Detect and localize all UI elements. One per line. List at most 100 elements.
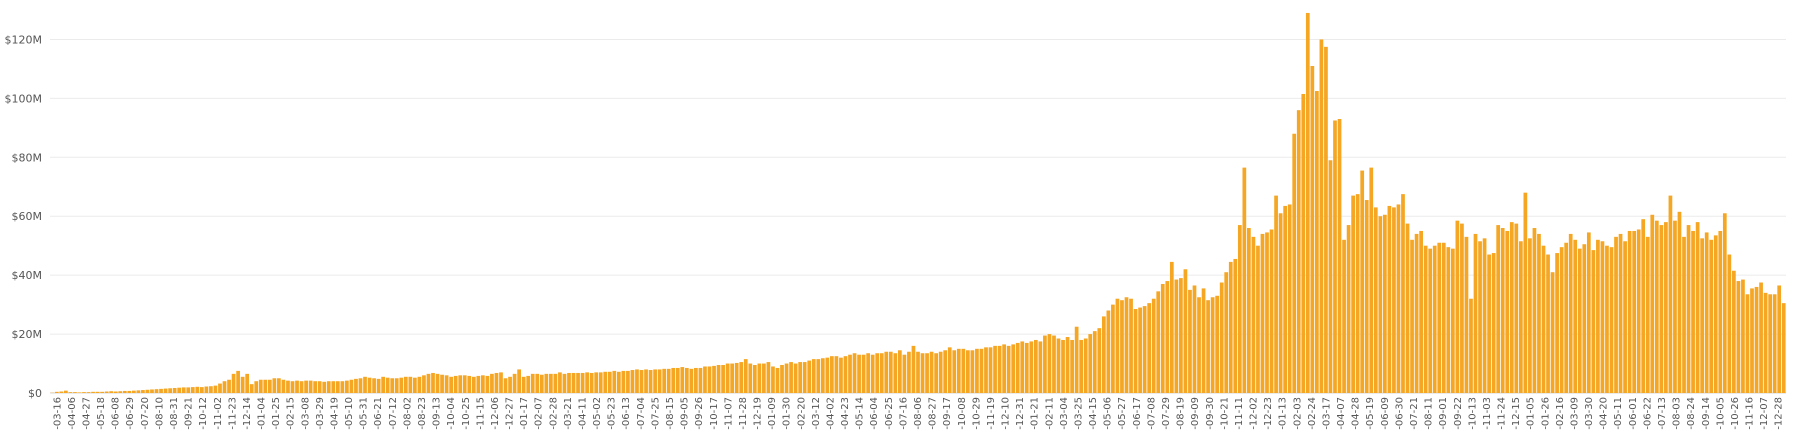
bar[interactable] (1555, 253, 1559, 393)
bar[interactable] (1143, 306, 1147, 393)
bar[interactable] (268, 380, 272, 393)
bar[interactable] (386, 378, 390, 393)
bar[interactable] (1388, 206, 1392, 393)
bar[interactable] (263, 380, 267, 393)
bar[interactable] (825, 358, 829, 393)
bar[interactable] (109, 391, 113, 393)
bar[interactable] (1084, 339, 1088, 394)
bar[interactable] (1519, 241, 1523, 393)
bar[interactable] (1360, 171, 1364, 393)
bar[interactable] (1206, 300, 1210, 393)
bar[interactable] (776, 368, 780, 393)
bar[interactable] (200, 387, 204, 393)
bar[interactable] (835, 356, 839, 393)
bar[interactable] (359, 378, 363, 393)
bar[interactable] (173, 388, 177, 393)
bar[interactable] (830, 356, 834, 393)
bar[interactable] (907, 352, 911, 393)
bar[interactable] (916, 352, 920, 393)
bar[interactable] (839, 358, 843, 393)
bar[interactable] (1528, 238, 1532, 393)
bar[interactable] (186, 387, 190, 393)
bar[interactable] (744, 359, 748, 393)
bar[interactable] (526, 376, 530, 393)
bar[interactable] (331, 381, 335, 393)
bar[interactable] (1107, 311, 1111, 393)
bar[interactable] (1057, 339, 1061, 394)
bar[interactable] (490, 374, 494, 393)
bar[interactable] (608, 372, 612, 393)
bar[interactable] (1138, 308, 1142, 393)
bar[interactable] (1301, 94, 1305, 393)
bar[interactable] (1474, 234, 1478, 393)
bar[interactable] (195, 387, 199, 393)
bar[interactable] (1306, 13, 1310, 393)
bar[interactable] (1093, 331, 1097, 393)
bar[interactable] (1533, 228, 1537, 393)
bar[interactable] (1125, 297, 1129, 393)
bar[interactable] (236, 371, 240, 393)
bar[interactable] (232, 374, 236, 393)
bar[interactable] (64, 391, 68, 393)
bar[interactable] (508, 377, 512, 393)
bar[interactable] (717, 365, 721, 393)
bar[interactable] (1220, 283, 1224, 393)
bar[interactable] (767, 362, 771, 393)
bar[interactable] (1678, 212, 1682, 393)
bar[interactable] (1437, 243, 1441, 393)
bar[interactable] (1451, 249, 1455, 393)
bar[interactable] (1714, 235, 1718, 393)
bar[interactable] (1048, 334, 1052, 393)
bar[interactable] (313, 381, 317, 393)
bar[interactable] (1401, 194, 1405, 393)
bar[interactable] (159, 389, 163, 393)
bar[interactable] (563, 374, 567, 393)
bar[interactable] (690, 369, 694, 393)
bar[interactable] (685, 368, 689, 393)
bar[interactable] (1175, 280, 1179, 393)
bar[interactable] (390, 378, 394, 393)
bar[interactable] (535, 374, 539, 393)
bar[interactable] (1628, 231, 1632, 393)
bar[interactable] (1759, 283, 1763, 393)
bar[interactable] (59, 392, 63, 393)
bar[interactable] (1610, 247, 1614, 393)
bar[interactable] (943, 350, 947, 393)
bar[interactable] (762, 364, 766, 393)
bar[interactable] (100, 392, 104, 393)
bar[interactable] (1147, 303, 1151, 393)
bar[interactable] (653, 369, 657, 393)
bar[interactable] (1252, 237, 1256, 393)
bar[interactable] (1746, 294, 1750, 393)
bar[interactable] (1129, 299, 1133, 393)
bar[interactable] (939, 352, 943, 393)
bar[interactable] (934, 353, 938, 393)
bar[interactable] (1469, 299, 1473, 393)
bar[interactable] (463, 375, 467, 393)
bar[interactable] (640, 370, 644, 393)
bar[interactable] (413, 378, 417, 393)
bar[interactable] (862, 355, 866, 393)
bar[interactable] (671, 368, 675, 393)
bar[interactable] (1727, 255, 1731, 393)
bar[interactable] (1573, 240, 1577, 393)
bar[interactable] (1116, 299, 1120, 393)
bar[interactable] (1673, 221, 1677, 393)
bar[interactable] (408, 377, 412, 393)
bar[interactable] (1456, 221, 1460, 393)
bar[interactable] (1424, 246, 1428, 393)
bar[interactable] (341, 381, 345, 393)
bar[interactable] (1442, 243, 1446, 393)
bar[interactable] (803, 362, 807, 393)
bar[interactable] (164, 389, 168, 393)
bar[interactable] (1623, 241, 1627, 393)
bar[interactable] (1428, 249, 1432, 393)
bar[interactable] (549, 374, 553, 393)
bar[interactable] (531, 374, 535, 393)
bar[interactable] (300, 381, 304, 393)
bar[interactable] (1501, 228, 1505, 393)
bar[interactable] (898, 350, 902, 393)
bar[interactable] (1351, 196, 1355, 393)
bar[interactable] (975, 349, 979, 393)
bar[interactable] (753, 365, 757, 393)
